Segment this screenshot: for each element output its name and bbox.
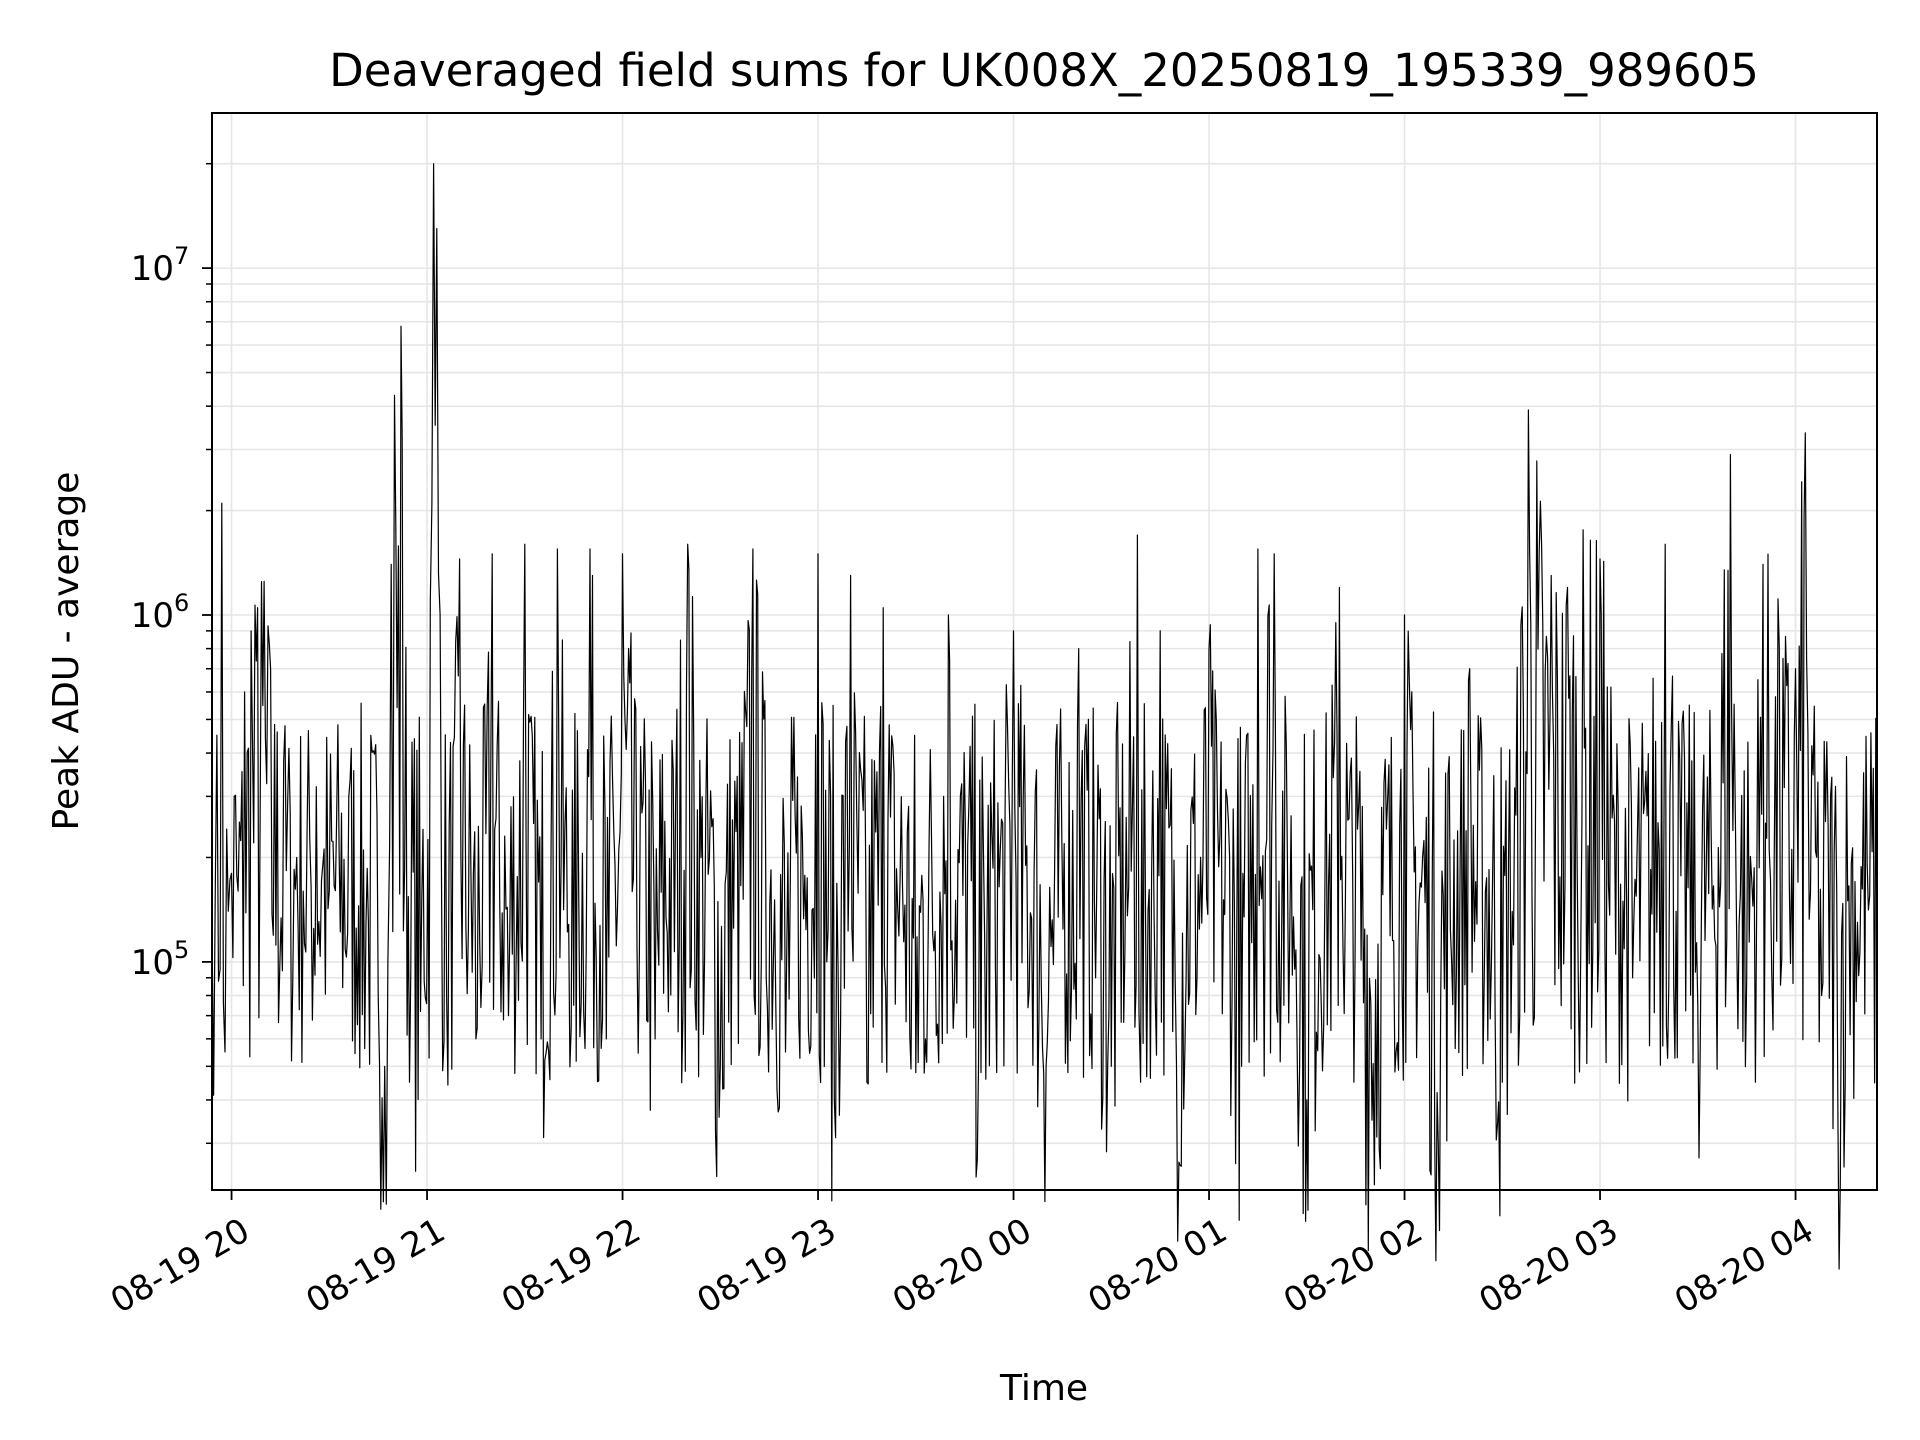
y-tick-exponent: 7 — [174, 242, 189, 270]
x-tick-label: 08-20 02 — [1277, 1211, 1429, 1322]
x-tick-label: 08-19 23 — [691, 1211, 843, 1322]
y-tick-label: 10 — [131, 249, 174, 289]
x-tick-label: 08-19 20 — [104, 1211, 256, 1322]
x-tick-label: 08-20 01 — [1082, 1211, 1234, 1322]
series-line — [211, 163, 1878, 1270]
y-tick-exponent: 6 — [174, 589, 189, 617]
y-axis-label: Peak ADU - average — [46, 472, 87, 831]
x-tick-label: 08-20 03 — [1473, 1211, 1625, 1322]
x-tick-label: 08-20 04 — [1668, 1211, 1820, 1322]
y-tick-exponent: 5 — [174, 936, 189, 964]
chart-title: Deaveraged field sums for UK008X_2025081… — [329, 44, 1759, 97]
x-tick-label: 08-19 22 — [495, 1211, 647, 1322]
x-axis-label: Time — [999, 1368, 1088, 1409]
y-tick-label: 10 — [131, 596, 174, 636]
x-tick-label: 08-20 00 — [886, 1211, 1038, 1322]
y-tick-label: 10 — [131, 943, 174, 983]
x-axis: 08-19 20 08-19 21 08-19 22 08-19 23 08-20 00… — [104, 1190, 1820, 1322]
plot-frame — [211, 112, 1878, 1191]
x-tick-label: 08-19 21 — [300, 1211, 452, 1322]
